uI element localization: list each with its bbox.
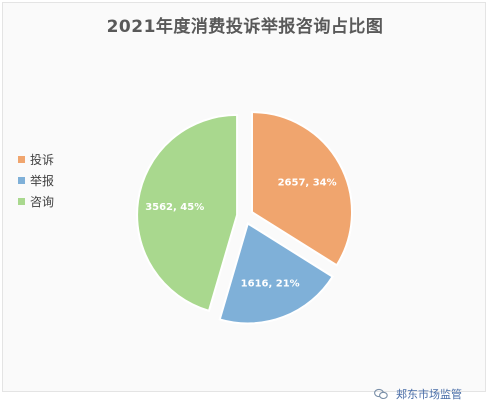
legend-label-consult: 咨询 bbox=[30, 195, 55, 209]
data-label-complaint: 2657, 34% bbox=[278, 178, 337, 189]
watermark-text: 郏东市场监管 bbox=[396, 388, 462, 401]
pie-slice-consult bbox=[136, 113, 239, 313]
legend-label-report: 举报 bbox=[30, 174, 55, 188]
pie-slices bbox=[136, 111, 353, 325]
source-watermark: 郏东市场监管 bbox=[374, 386, 462, 402]
pie-data-labels: 2657, 34% 1616, 21% 3562, 45% bbox=[145, 178, 336, 290]
legend-item-consult: 咨询 bbox=[18, 191, 54, 212]
legend-item-complaint: 投诉 bbox=[18, 149, 54, 170]
chart-legend: 投诉 举报 咨询 bbox=[18, 149, 54, 212]
data-label-consult: 3562, 45% bbox=[145, 202, 204, 213]
legend-swatch-report bbox=[18, 177, 25, 184]
data-label-report: 1616, 21% bbox=[241, 278, 300, 289]
legend-item-report: 举报 bbox=[18, 170, 54, 191]
chart-title: 2021年度消费投诉举报咨询占比图 bbox=[106, 17, 384, 37]
pie-slice-complaint bbox=[251, 111, 353, 267]
pie-slice-report bbox=[218, 221, 334, 325]
legend-label-complaint: 投诉 bbox=[30, 153, 55, 167]
legend-swatch-consult bbox=[18, 198, 25, 205]
wechat-official-account-icon bbox=[374, 388, 388, 400]
legend-swatch-complaint bbox=[18, 156, 25, 163]
chart-area bbox=[2, 2, 486, 392]
